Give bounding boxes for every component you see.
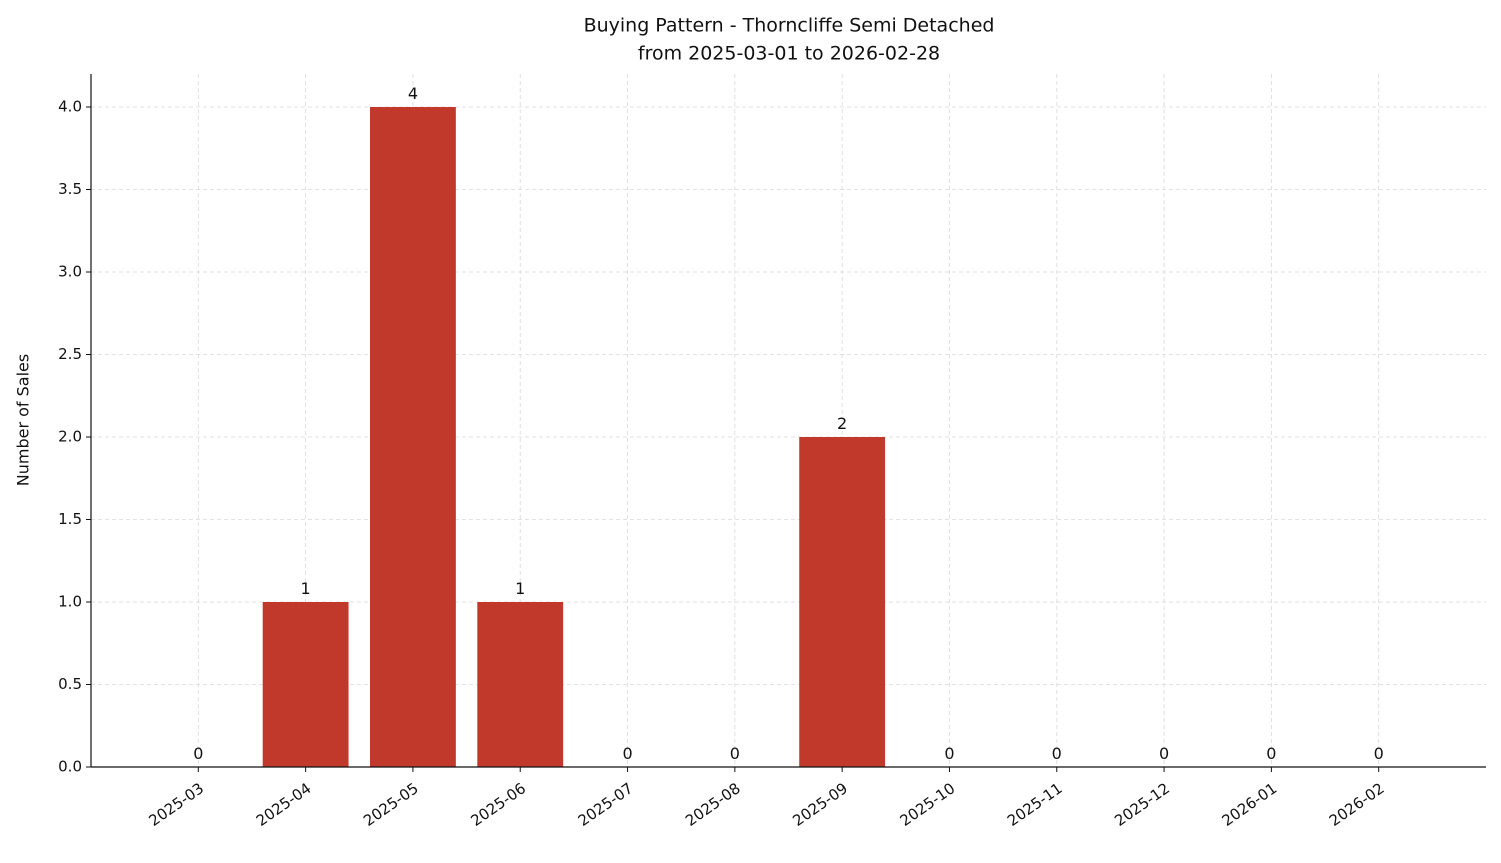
y-tick-label: 2.5: [58, 345, 82, 363]
y-axis-label: Number of Sales: [14, 354, 33, 486]
x-tick-label: 2026-02: [1326, 779, 1388, 830]
value-label: 0: [944, 744, 954, 763]
value-label: 1: [301, 579, 311, 598]
value-label: 0: [730, 744, 740, 763]
chart-title: Buying Pattern - Thorncliffe Semi Detach…: [584, 15, 995, 37]
x-tick-label: 2026-01: [1219, 779, 1281, 830]
y-tick-label: 3.5: [58, 180, 82, 198]
x-tick-label: 2025-06: [467, 779, 529, 830]
y-tick-label: 2.0: [58, 428, 82, 446]
bar: [477, 602, 564, 767]
x-tick-label: 2025-09: [789, 779, 851, 830]
y-tick-label: 1.5: [58, 510, 82, 528]
x-tick-label: 2025-07: [575, 779, 637, 830]
y-tick-label: 0.0: [58, 758, 82, 776]
x-tick-label: 2025-11: [1004, 779, 1066, 830]
value-label: 0: [1052, 744, 1062, 763]
y-tick-label: 1.0: [58, 593, 82, 611]
y-tick-label: 3.0: [58, 263, 82, 281]
value-label: 4: [408, 84, 418, 103]
x-tick-label: 2025-04: [253, 779, 315, 830]
x-tick-label: 2025-03: [146, 779, 208, 830]
value-label: 0: [1266, 744, 1276, 763]
bar: [370, 107, 456, 767]
bar: [799, 437, 886, 767]
bar: [262, 602, 349, 767]
x-tick-label: 2025-10: [897, 779, 959, 830]
value-label: 2: [837, 414, 847, 433]
value-label: 0: [193, 744, 203, 763]
x-tick-label: 2025-12: [1111, 779, 1173, 830]
x-tick-label: 2025-05: [360, 779, 422, 830]
value-label: 0: [622, 744, 632, 763]
x-tick-label: 2025-08: [682, 779, 744, 830]
value-label: 1: [515, 579, 525, 598]
y-tick-label: 4.0: [58, 98, 82, 116]
value-label: 0: [1374, 744, 1384, 763]
y-tick-label: 0.5: [58, 675, 82, 693]
chart-subtitle: from 2025-03-01 to 2026-02-28: [638, 43, 940, 65]
value-label: 0: [1159, 744, 1169, 763]
